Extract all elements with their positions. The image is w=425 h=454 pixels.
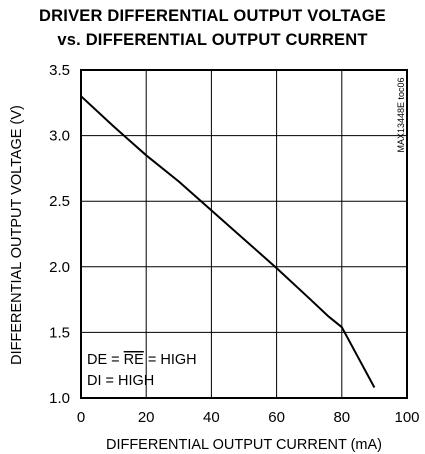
condition-annotation: DE = RE = HIGH DI = HIGH	[87, 352, 197, 389]
series-line	[80, 95, 376, 388]
x-axis-label: DIFFERENTIAL OUTPUT CURRENT (mA)	[106, 437, 382, 453]
y-tick-label: 3.5	[49, 62, 70, 79]
y-tick-label: 1.0	[49, 390, 70, 407]
x-tick-label: 100	[394, 409, 419, 426]
y-tick-label: 3.0	[49, 128, 70, 145]
plot-frame	[80, 69, 408, 399]
y-tick-labels: 1.0 1.5 2.0 2.5 3.0 3.5	[49, 62, 70, 407]
condition-line-1: DE = RE = HIGH	[87, 352, 197, 368]
chart-subtitle: vs. DIFFERENTIAL OUTPUT CURRENT	[57, 31, 368, 49]
y-tick-label: 2.0	[49, 259, 70, 276]
figure-code: MAX13448E toc06	[396, 77, 406, 152]
y-axis-label: DIFFERENTIAL OUTPUT VOLTAGE (V)	[9, 105, 25, 365]
condition-line-2: DI = HIGH	[87, 373, 154, 389]
overbar-text: RE	[124, 352, 144, 368]
y-tick-label: 2.5	[49, 193, 70, 210]
x-tick-label: 0	[77, 409, 85, 426]
chart-title: DRIVER DIFFERENTIAL OUTPUT VOLTAGE	[39, 7, 386, 25]
x-tick-label: 80	[333, 409, 350, 426]
x-tick-labels: 0 20 40 60 80 100	[77, 409, 420, 426]
x-tick-label: 40	[203, 409, 220, 426]
grid-lines	[81, 70, 407, 398]
x-tick-label: 20	[138, 409, 155, 426]
y-tick-label: 1.5	[49, 324, 70, 341]
x-tick-label: 60	[268, 409, 285, 426]
